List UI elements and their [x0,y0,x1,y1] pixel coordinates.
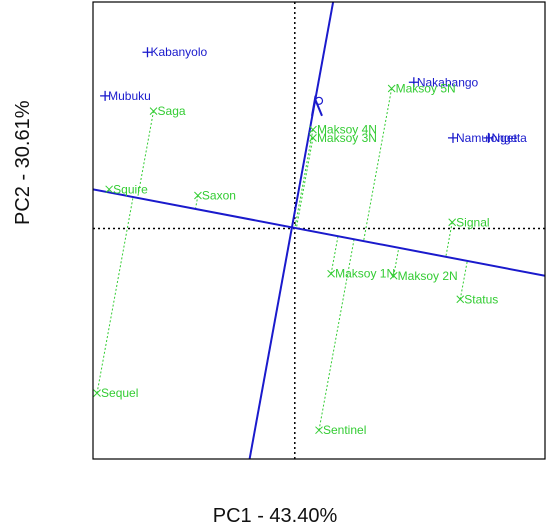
projection-line [363,88,393,242]
genotype-label: Maksoy 5N [396,81,456,95]
projection-line [393,247,400,276]
genotype-point [389,271,398,280]
genotype-label: Signal [456,215,489,229]
genotype-label: Status [464,292,498,306]
genotype-label: Squire [113,182,148,196]
genotype-point [315,426,323,435]
genotype-label: Maksoy 4N [317,123,377,137]
average-environment-axis [93,188,545,277]
projection-line [295,137,314,229]
genotype-point [448,218,457,227]
aec-lines [93,2,545,459]
genotype-point [93,389,101,397]
genotype-point [309,125,317,134]
projection-lines [96,88,468,431]
genotype-point [105,185,113,194]
projection-line [445,222,453,257]
environment-label: Kabanyolo [150,45,207,59]
environment-point [483,132,494,143]
x-axis-label: PC1 - 43.40% [212,505,338,527]
genotype-label: Saga [158,104,186,118]
environment-point [447,132,458,143]
environment-label: Mubuku [108,89,151,103]
reference-lines [93,2,545,459]
genotype-point [456,295,465,304]
environment-point [408,77,419,88]
genotype-point [309,134,317,142]
projection-line [96,196,134,394]
environment-point [142,47,153,58]
environment-label: Namulonge [456,131,518,145]
average-environment-arrowhead [311,95,323,117]
genotype-label: Sentinel [323,423,366,437]
genotype-point [194,191,202,200]
projection-line [137,111,155,198]
genotype-label: Maksoy 1N [335,267,395,281]
genotype-point [149,107,158,115]
genotype-label: Maksoy 2N [398,269,458,283]
genotype-point [387,84,396,93]
genotype-label: Maksoy 3N [317,131,377,145]
environment-point [100,90,111,101]
genotype-point [327,269,335,278]
y-axis-label: PC2 - 30.61% [12,100,34,225]
genotype-label: Saxon [202,189,236,203]
genotype-label: Sequel [101,386,138,400]
projection-line [318,239,355,431]
plot-frame [92,1,546,460]
environment-label: Ngetta [492,131,528,145]
environment-label: Nakabango [417,75,479,89]
projection-line [294,129,314,229]
average-environment-coordinate [248,2,335,459]
projection-line [459,260,468,300]
